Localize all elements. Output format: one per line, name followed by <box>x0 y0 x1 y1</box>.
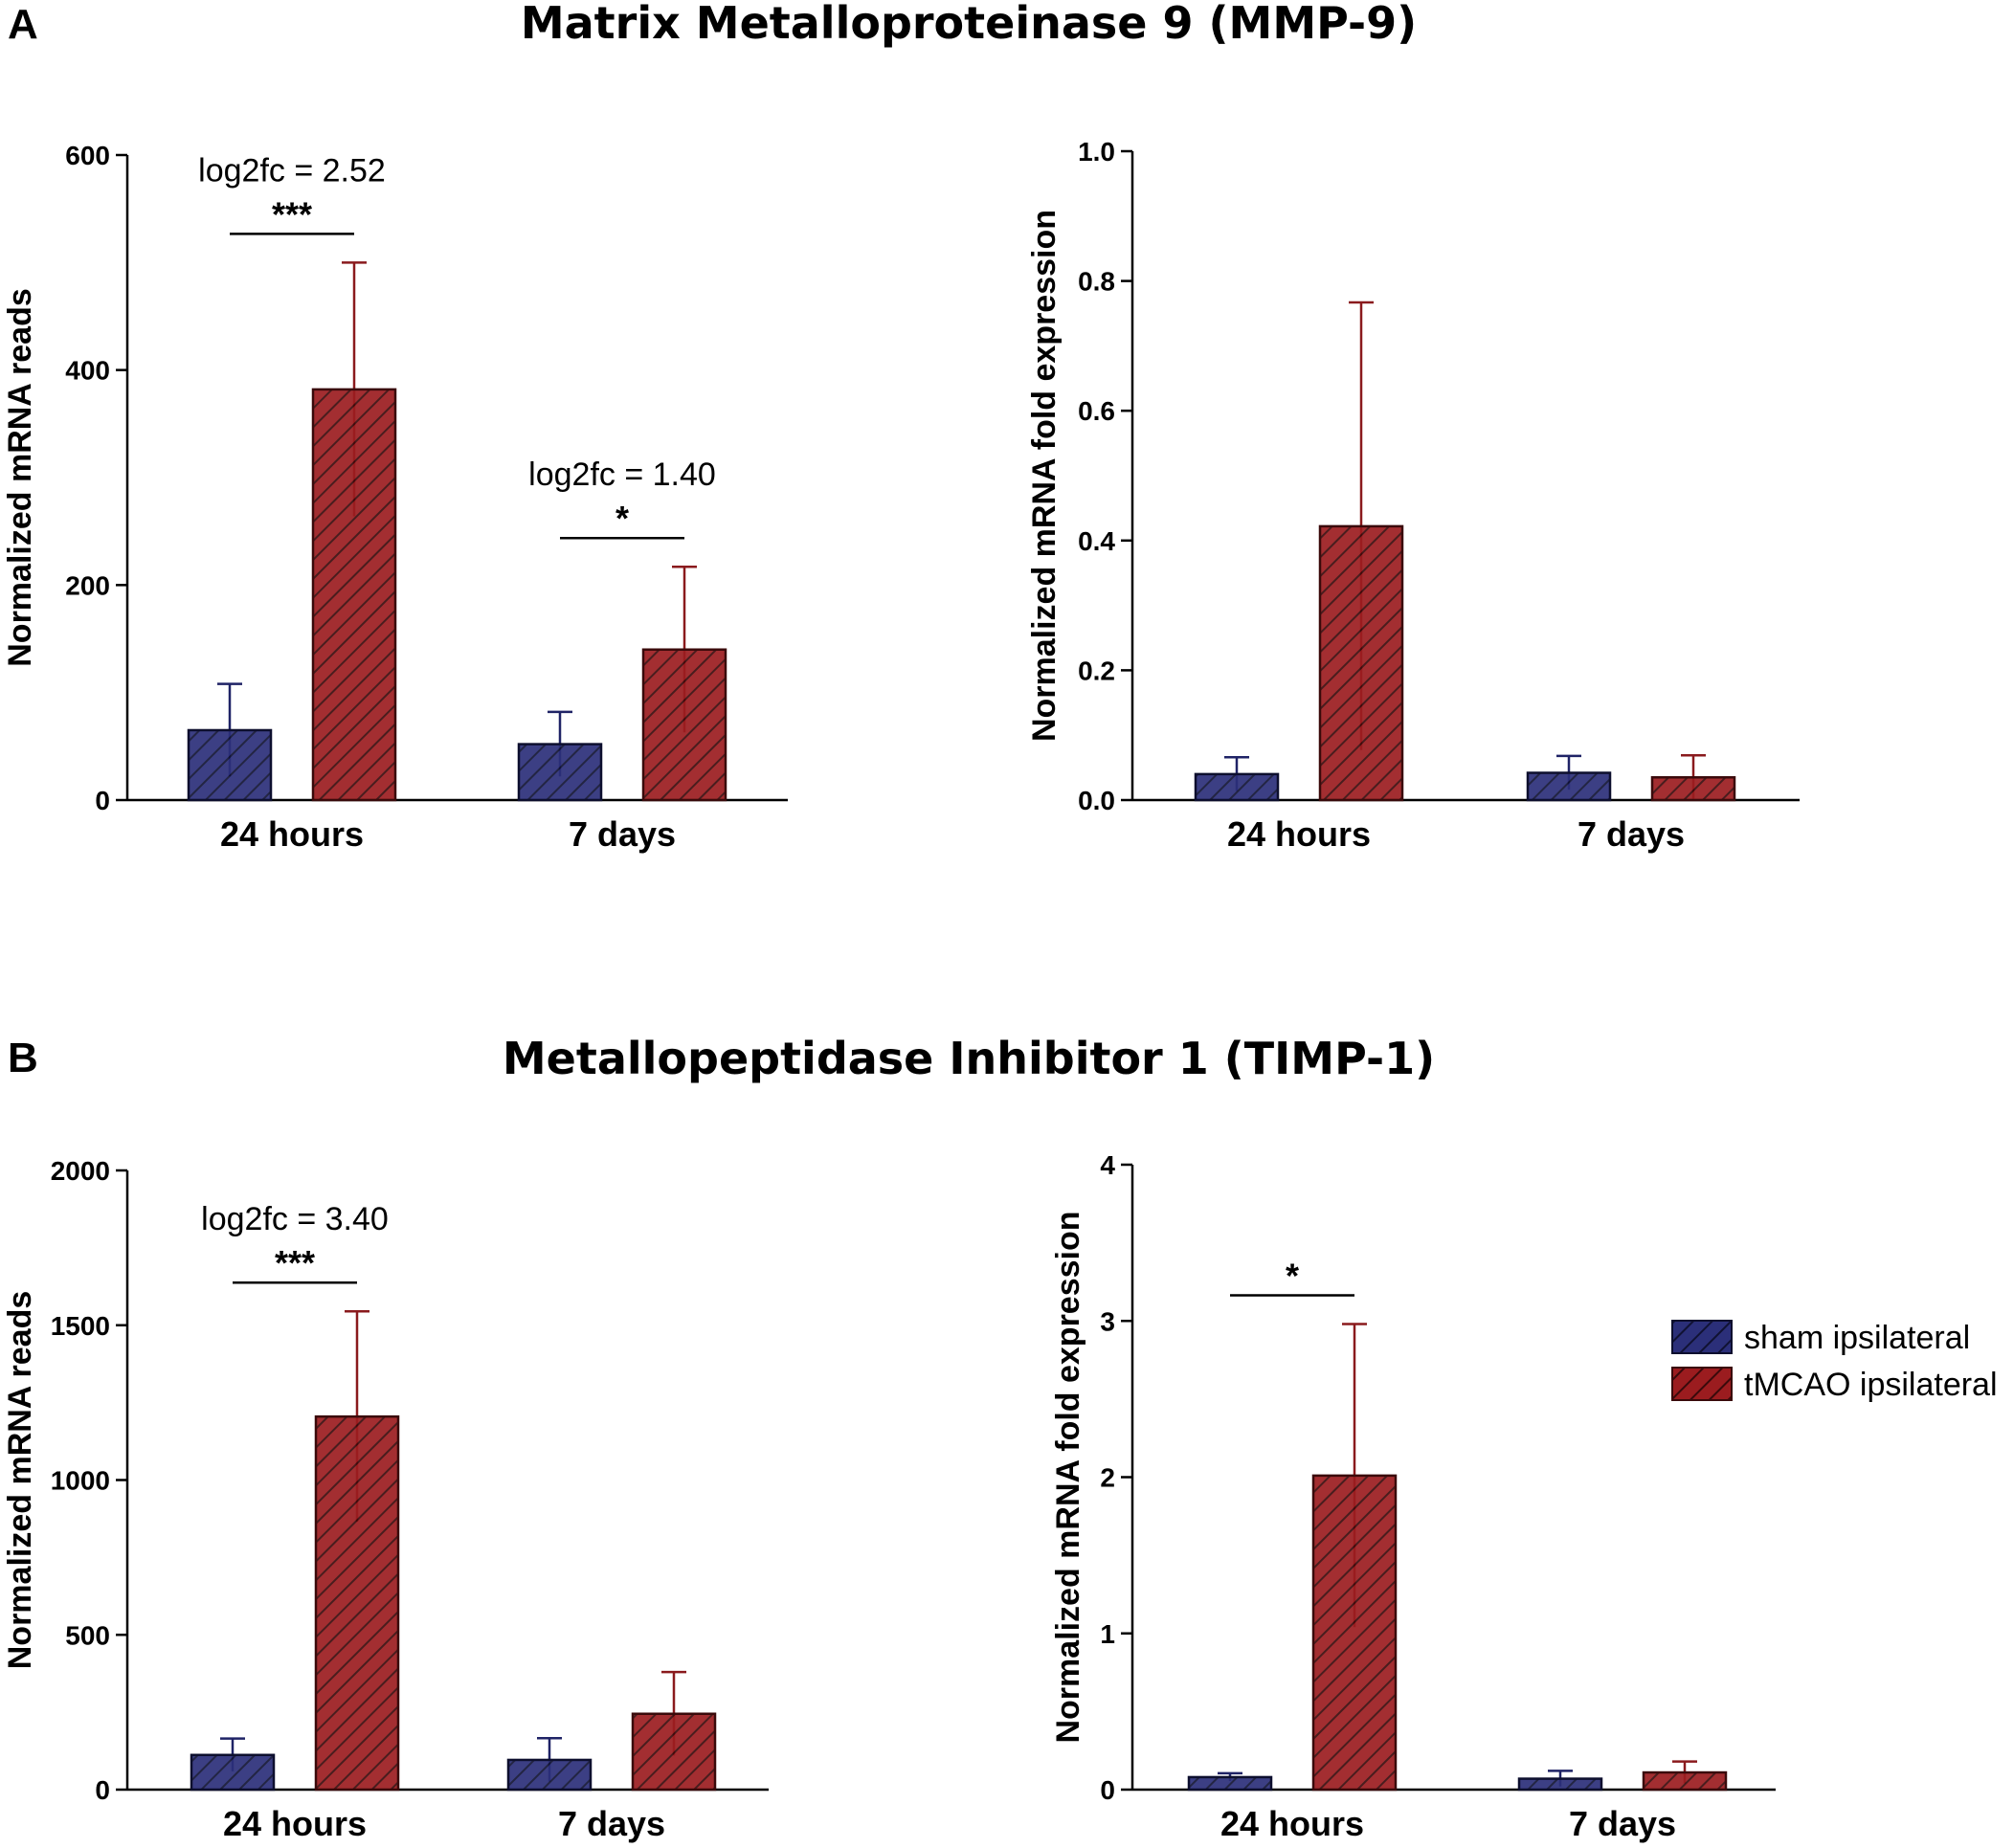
x-category-label: 24 hours <box>223 1804 367 1843</box>
y-axis-label: Normalized mRNA fold expression <box>1026 210 1063 742</box>
legend-label-sham: sham ipsilateral <box>1744 1320 1970 1356</box>
y-tick-label: 1500 <box>51 1311 110 1341</box>
legend-swatch-tmcao <box>1671 1367 1733 1401</box>
bar-tmcao <box>314 1414 400 1792</box>
x-category-label: 24 hours <box>220 814 364 854</box>
chart-mmp9-reads: 0 200 400 600 Normalized mRNA reads 24 hours 7… <box>2 141 788 854</box>
panel-b-letter: B <box>8 1035 38 1081</box>
chart-mmp9-fold-expression: 0.0 0.2 0.4 0.6 0.8 1.0 Normalized mRNA fold e… <box>1026 137 1800 854</box>
log2fc-label: log2fc = 3.40 <box>201 1201 389 1237</box>
bar-tmcao <box>311 388 397 802</box>
bar-tmcao <box>1642 1770 1728 1792</box>
y-tick-label: 0.0 <box>1078 786 1115 815</box>
x-category-label: 24 hours <box>1220 1804 1364 1843</box>
bar-sham <box>506 1758 593 1792</box>
y-tick-label: 2000 <box>51 1156 110 1186</box>
log2fc-label: log2fc = 1.40 <box>528 456 716 493</box>
y-tick-label: 600 <box>65 141 110 170</box>
significance-stars: * <box>1286 1257 1299 1296</box>
y-tick-label: 200 <box>65 570 110 600</box>
panel-a-title: Matrix Metalloproteinase 9 (MMP-9) <box>521 0 1417 49</box>
x-category-label: 7 days <box>1569 1804 1676 1843</box>
y-tick-label: 0.2 <box>1078 656 1115 685</box>
bar-sham <box>1194 772 1280 802</box>
y-axis-label: Normalized mRNA fold expression <box>1050 1211 1086 1743</box>
bar-tmcao <box>641 648 727 802</box>
y-tick-label: 1000 <box>51 1466 110 1496</box>
y-tick-label: 0 <box>1100 1775 1115 1805</box>
bar-tmcao <box>1311 1474 1398 1792</box>
significance-stars: * <box>615 499 629 538</box>
y-tick-label: 1 <box>1100 1619 1115 1649</box>
legend-label-tmcao: tMCAO ipsilateral <box>1744 1367 1998 1403</box>
bar-sham <box>1187 1775 1273 1792</box>
bar-sham <box>1517 1777 1603 1792</box>
bar-sham <box>517 743 603 802</box>
y-tick-label: 0.4 <box>1078 526 1115 556</box>
significance-stars: *** <box>272 194 312 234</box>
y-tick-label: 400 <box>65 356 110 386</box>
y-tick-label: 0 <box>95 1775 110 1805</box>
y-tick-label: 2 <box>1100 1463 1115 1493</box>
bar-tmcao <box>1650 776 1736 802</box>
y-tick-label: 0.6 <box>1078 396 1115 426</box>
x-category-label: 7 days <box>1578 814 1685 854</box>
bar-sham <box>187 728 273 802</box>
panel-b-title: Metallopeptidase Inhibitor 1 (TIMP-1) <box>503 1033 1435 1084</box>
chart-timp1-fold-expression: 0 1 2 3 4 Normalized mRNA fold expression 24 h… <box>1050 1150 1776 1843</box>
y-axis-label: Normalized mRNA reads <box>2 288 38 667</box>
y-tick-label: 500 <box>65 1620 110 1650</box>
y-tick-label: 3 <box>1100 1306 1115 1336</box>
y-tick-label: 0 <box>95 786 110 815</box>
y-tick-label: 0.8 <box>1078 267 1115 297</box>
y-axis-label: Normalized mRNA reads <box>2 1291 38 1670</box>
x-category-label: 24 hours <box>1227 814 1371 854</box>
x-category-label: 7 days <box>558 1804 665 1843</box>
legend: sham ipsilateral tMCAO ipsilateral <box>1671 1320 1998 1403</box>
chart-timp1-reads: 0 500 1000 1500 2000 Normalized mRNA reads 24 … <box>2 1156 769 1843</box>
y-tick-label: 4 <box>1100 1150 1115 1180</box>
panel-a-letter: A <box>8 1 38 48</box>
bar-sham <box>190 1753 276 1792</box>
bar-tmcao <box>631 1712 717 1792</box>
legend-swatch-sham <box>1671 1320 1733 1354</box>
x-category-label: 7 days <box>569 814 676 854</box>
y-tick-label: 1.0 <box>1078 137 1115 167</box>
significance-stars: *** <box>275 1243 315 1282</box>
bar-sham <box>1526 771 1612 802</box>
bar-tmcao <box>1318 524 1404 802</box>
log2fc-label: log2fc = 2.52 <box>198 152 386 189</box>
